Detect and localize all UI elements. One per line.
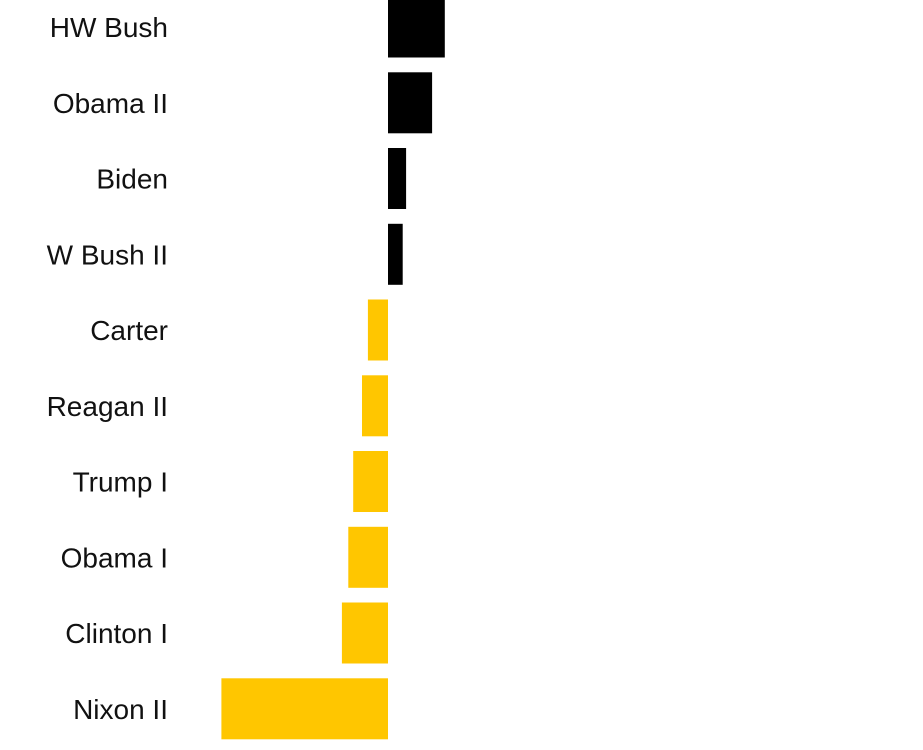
bar-clinton-i [341,602,388,664]
category-label: Nixon II [73,694,168,725]
bar-w-bush-ii [388,223,403,285]
bar-nixon-ii [221,678,388,740]
bar-reagan-ii [362,375,388,437]
bar-obama-i [348,526,388,588]
category-label: W Bush II [47,239,168,270]
category-labels-group: HW Bush Obama II Biden W Bush II Carter Reaga… [47,12,168,725]
bar-obama-ii [388,72,433,134]
bar-hw-bush [388,0,445,58]
bar-carter [367,299,388,361]
category-label: HW Bush [50,12,168,43]
category-label: Reagan II [47,391,168,422]
bar-biden [388,148,407,209]
bar-trump-i [353,451,388,512]
category-label: Clinton I [65,618,168,649]
category-label: Carter [90,315,168,346]
bars-group [221,0,445,740]
category-label: Trump I [73,467,168,498]
category-label: Obama I [61,542,168,573]
category-label: Biden [96,164,168,195]
category-label: Obama II [53,88,168,119]
